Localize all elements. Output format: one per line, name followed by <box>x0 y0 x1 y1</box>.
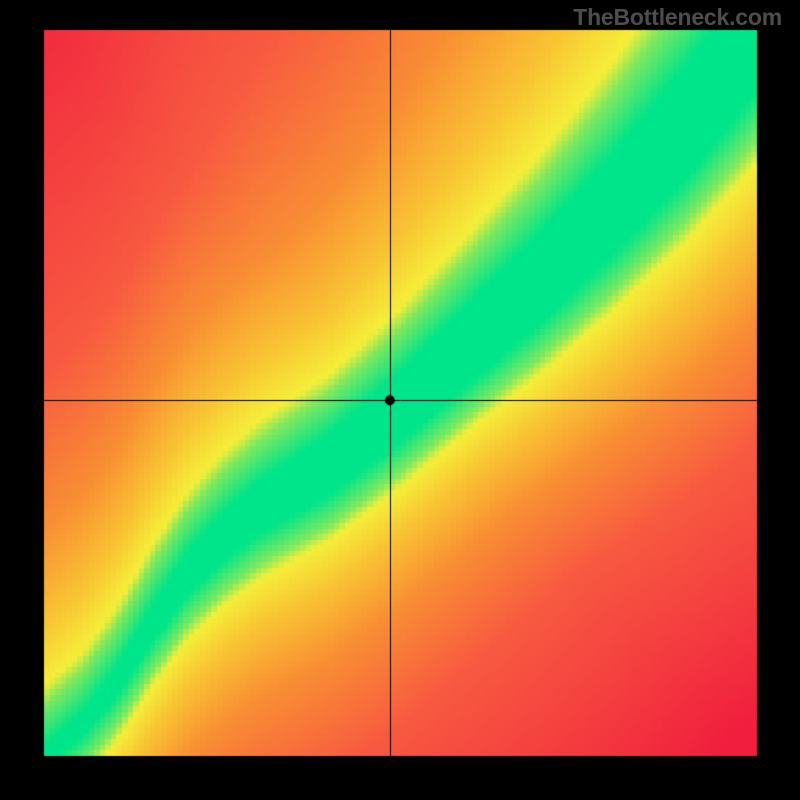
crosshair-overlay <box>0 0 800 800</box>
chart-stage: TheBottleneck.com <box>0 0 800 800</box>
watermark-text: TheBottleneck.com <box>573 4 782 31</box>
